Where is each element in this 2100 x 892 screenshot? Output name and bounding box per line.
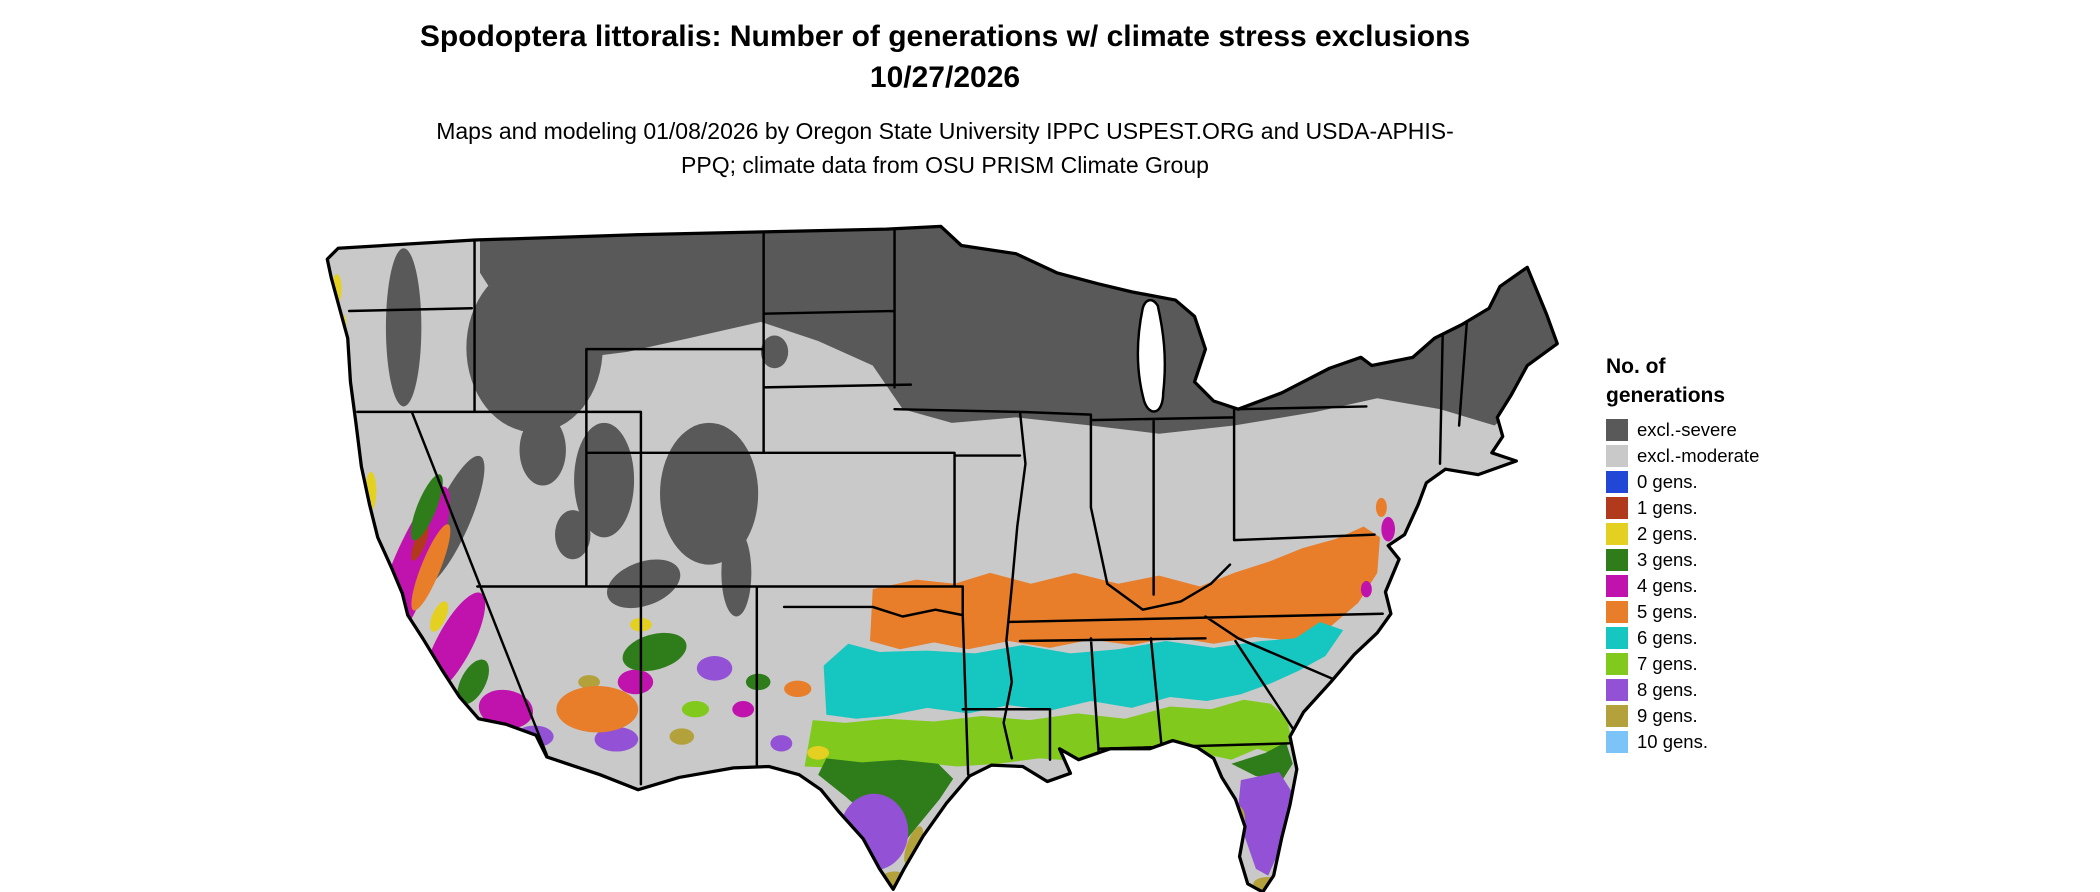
legend: No. of generations excl.-severe excl.-mod… <box>1606 352 1759 755</box>
map-title: Spodoptera littoralis: Number of generat… <box>419 20 1471 94</box>
legend-swatch <box>1606 445 1628 467</box>
legend-item: excl.-moderate <box>1606 443 1759 469</box>
legend-item-label: 1 gens. <box>1637 497 1698 518</box>
legend-swatch <box>1606 705 1628 727</box>
legend-swatch <box>1606 549 1628 571</box>
legend-item: 4 gens. <box>1606 573 1759 599</box>
legend-swatch <box>1606 601 1628 623</box>
legend-swatch <box>1606 523 1628 545</box>
legend-item: 6 gens. <box>1606 625 1759 651</box>
legend-item-label: 4 gens. <box>1637 575 1698 596</box>
legend-swatch <box>1606 419 1628 441</box>
legend-item: 5 gens. <box>1606 599 1759 625</box>
legend-item-label: 3 gens. <box>1637 549 1698 570</box>
legend-title: No. of generations <box>1606 355 1726 407</box>
map-region-7-gens-west <box>681 701 710 718</box>
legend-swatch <box>1606 627 1628 649</box>
legend-item-label: 7 gens. <box>1637 653 1698 674</box>
us-outline <box>325 224 1559 892</box>
legend-item: 1 gens. <box>1606 495 1759 521</box>
legend-item-label: 9 gens. <box>1637 705 1698 726</box>
legend-item-label: 5 gens. <box>1637 601 1698 622</box>
legend-item: 2 gens. <box>1606 521 1759 547</box>
legend-item: 10 gens. <box>1606 729 1759 755</box>
lake-michigan <box>1136 299 1167 413</box>
legend-item: excl.-severe <box>1606 417 1759 443</box>
map-region-5-gens-west <box>411 497 1387 733</box>
map-region-6-gens <box>823 621 1344 719</box>
map-region-1-gens <box>411 525 429 561</box>
legend-item-label: excl.-severe <box>1637 419 1737 440</box>
legend-item-label: 10 gens. <box>1637 731 1708 752</box>
legend-item-label: 2 gens. <box>1637 523 1698 544</box>
legend-swatch <box>1606 575 1628 597</box>
legend-item: 7 gens. <box>1606 651 1759 677</box>
header: Spodoptera littoralis: Number of generat… <box>0 16 1890 182</box>
legend-swatch <box>1606 471 1628 493</box>
legend-item: 8 gens. <box>1606 677 1759 703</box>
legend-swatch <box>1606 497 1628 519</box>
legend-swatch <box>1606 731 1628 753</box>
map-subtitle: Maps and modeling 01/08/2026 by Oregon S… <box>436 118 1454 178</box>
legend-item-label: 6 gens. <box>1637 627 1698 648</box>
legend-item: 9 gens. <box>1606 703 1759 729</box>
legend-swatch <box>1606 653 1628 675</box>
legend-item-label: excl.-moderate <box>1637 445 1760 466</box>
legend-swatch <box>1606 679 1628 701</box>
map-region-5-gens <box>870 526 1380 650</box>
legend-item: 0 gens. <box>1606 469 1759 495</box>
state-borders <box>347 227 1469 786</box>
map-region-3-gens-west <box>410 474 771 705</box>
legend-item-label: 0 gens. <box>1637 471 1698 492</box>
legend-item: 3 gens. <box>1606 547 1759 573</box>
legend-items: excl.-severe excl.-moderate 0 gens. 1 gens.… <box>1606 417 1759 755</box>
legend-item-label: 8 gens. <box>1637 679 1698 700</box>
